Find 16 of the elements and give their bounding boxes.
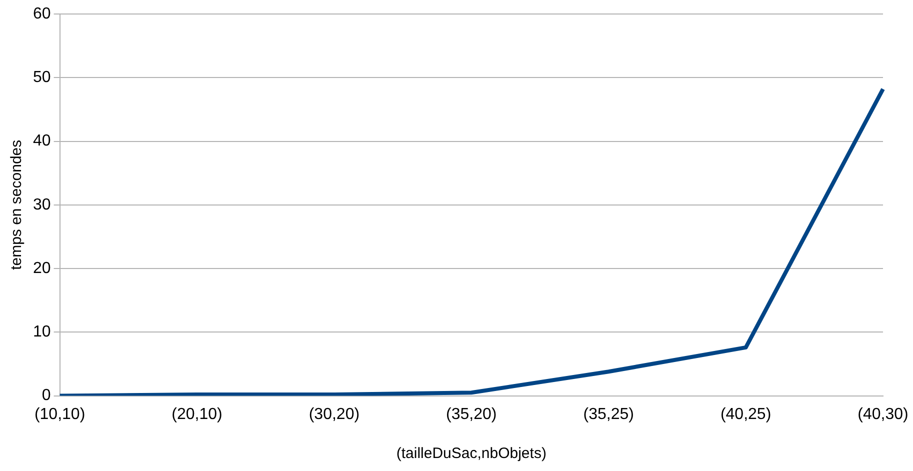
x-tick-label: (20,10)	[172, 406, 222, 423]
x-tick-label: (40,30)	[858, 406, 908, 423]
x-tick-label: (35,25)	[583, 406, 634, 423]
y-tick-label: 20	[33, 260, 51, 277]
x-axis-title: (tailleDuSac,nbObjets)	[396, 445, 546, 462]
y-tick-label: 10	[33, 324, 51, 341]
y-tick-label: 0	[42, 387, 51, 404]
y-axis-title: temps en secondes	[8, 140, 26, 270]
y-tick-label: 60	[33, 5, 51, 22]
y-tick-label: 30	[33, 196, 51, 214]
y-tick-label: 40	[33, 132, 51, 150]
x-tick-label: (10,10)	[34, 406, 86, 423]
x-tick-label: (40,25)	[720, 406, 772, 423]
x-tick-label: (30,20)	[308, 406, 360, 423]
x-tick-label: (35,20)	[446, 406, 497, 423]
y-tick-label: 50	[33, 69, 51, 86]
